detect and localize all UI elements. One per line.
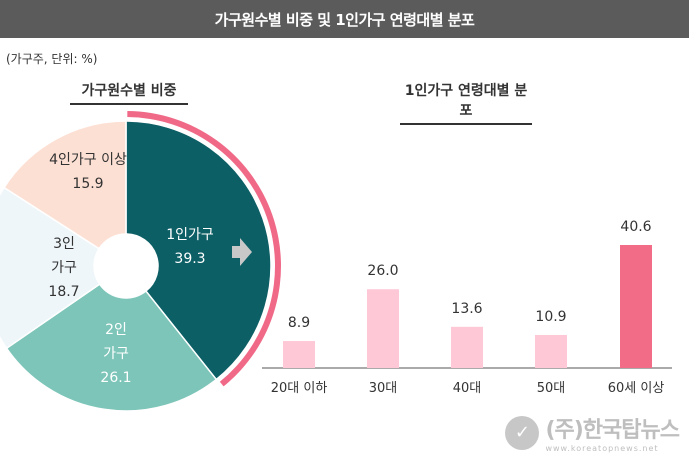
donut-slice-4-value: 15.9	[72, 176, 103, 192]
donut-slice-2-value: 26.1	[100, 370, 131, 386]
watermark-logo-icon: ✓	[505, 415, 540, 450]
bar-2-value-label: 26.0	[367, 263, 398, 279]
bar-2	[367, 289, 399, 368]
page-title: 가구원수별 비중 및 1인가구 연령대별 분포	[214, 10, 475, 29]
bar-4-category-label: 50대	[537, 381, 566, 396]
bar-4-value-label: 10.9	[535, 309, 566, 325]
donut-chart-title: 가구원수별 비중	[70, 80, 188, 105]
bar-4	[535, 334, 567, 368]
donut-slice-4	[3, 120, 127, 250]
arrow-right-icon	[232, 238, 252, 266]
donut-slice-4-label: 4인가구 이상	[49, 152, 127, 168]
donut-slice-2	[5, 283, 218, 412]
bar-3-value-label: 13.6	[451, 301, 482, 317]
bar-5-category-label: 60세 이상	[608, 381, 665, 396]
donut-slice-1-value: 39.3	[174, 251, 205, 267]
donut-slice-2-label: 가구	[103, 346, 129, 362]
bar-5-value-label: 40.6	[620, 219, 651, 235]
bar-3-category-label: 40대	[453, 381, 482, 396]
donut-slice-3-label: 가구	[51, 260, 77, 276]
unit-note: (가구주, 단위: %)	[6, 52, 98, 66]
donut-slice-3-label: 3인	[53, 236, 75, 252]
header-bar: 가구원수별 비중 및 1인가구 연령대별 분포	[0, 0, 689, 38]
watermark: ✓ (주)한국탑뉴스 www.koreatopnews.net	[505, 412, 680, 453]
bar-2-category-label: 30대	[369, 381, 398, 396]
watermark-name: (주)한국탑뉴스	[545, 418, 680, 443]
donut-slice-3-value: 18.7	[48, 284, 79, 300]
bar-5	[620, 245, 652, 368]
donut-slice-1	[125, 120, 272, 381]
donut-slice-3	[0, 186, 101, 350]
bar-1-category-label: 20대 이하	[271, 381, 328, 396]
bar-1-value-label: 8.9	[288, 315, 310, 331]
bar-3	[451, 326, 483, 368]
donut-slice-2-label: 2인	[105, 322, 127, 338]
bar-1	[283, 341, 315, 368]
donut-slice-1-label: 1인가구	[166, 227, 214, 243]
watermark-url: www.koreatopnews.net	[545, 444, 659, 453]
bar-chart-title: 1인가구 연령대별 분포	[400, 80, 532, 125]
